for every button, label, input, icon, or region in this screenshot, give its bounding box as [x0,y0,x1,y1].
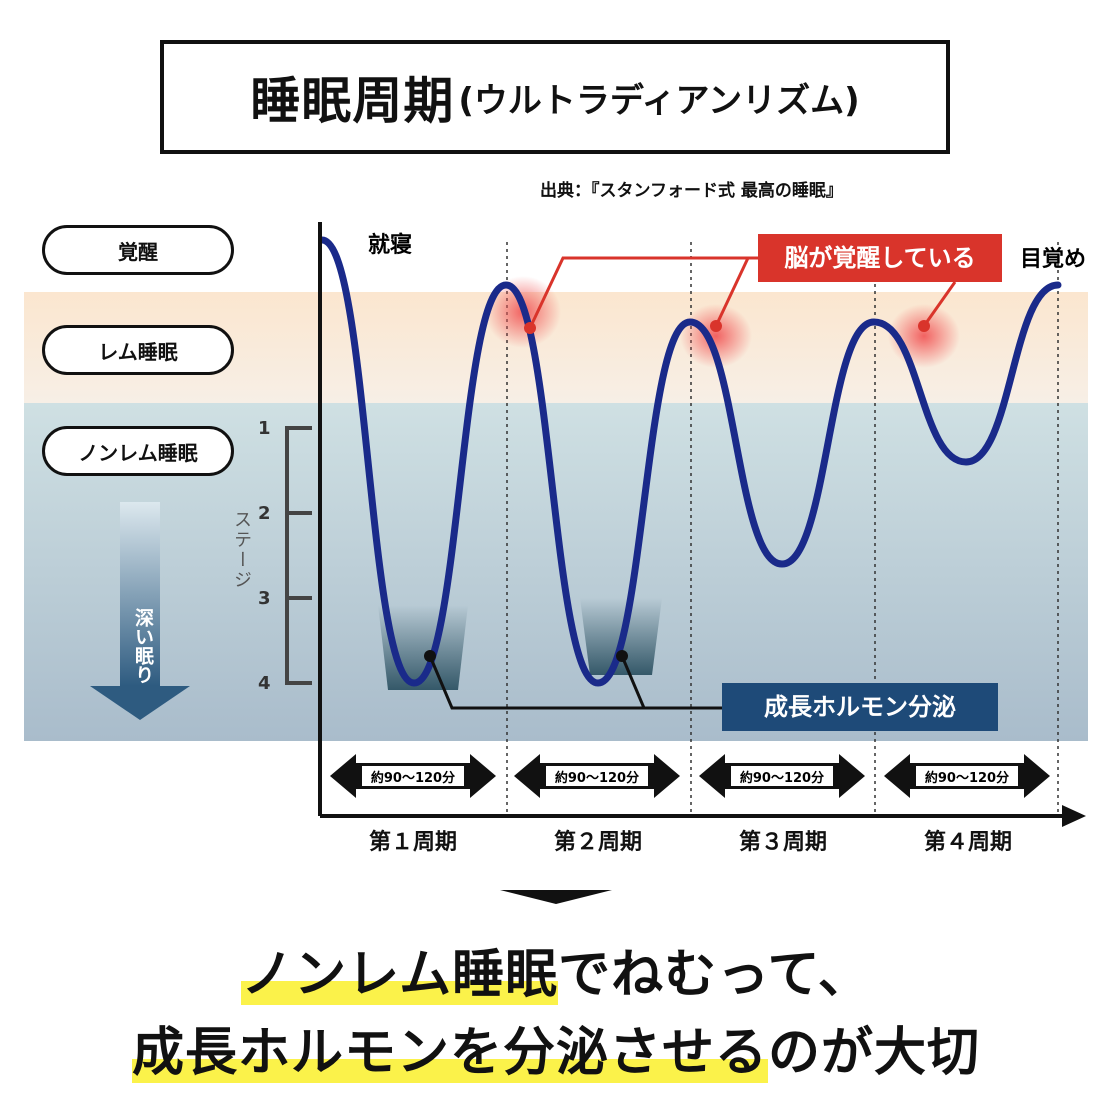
callout-leader-2 [714,257,750,327]
period-label-3: 第３周期 [738,830,828,855]
conclusion-rest-2: のが大切 [768,1023,981,1083]
duration-label-2: 約90〜120分 [555,770,639,786]
conclusion-highlight-1: ノンレム睡眠 [241,945,559,1005]
duration-label-bg-1 [362,766,464,786]
stage-axis-label: ステージ [231,510,252,590]
callout-box [758,234,1002,282]
callout-dot-3 [918,320,930,332]
conclusion-rest-1: でねむって、 [558,945,871,1005]
stage-pill-rem: レム睡眠 [42,325,234,375]
stage-tick-4: 4 [258,673,271,694]
period-label-1: 第１周期 [368,830,458,855]
stage-tick-3: 3 [258,588,271,609]
hormone-dot-2 [616,650,628,662]
callout-leader-3 [922,281,957,327]
x-axis-arrowhead [1062,805,1086,827]
hormone-leader-2 [620,655,646,709]
callout-text: 脳が覚醒している [784,244,975,272]
duration-label-4: 約90〜120分 [925,770,1009,786]
title-sub: (ウルトラディアンリズム) [458,80,860,121]
period-label-2: 第２周期 [553,830,643,855]
period-label-4: 第４周期 [923,830,1013,855]
brain-awake-callout: 脳が覚醒している [524,234,1002,334]
sleep-curve [318,236,1062,687]
title-main: 睡眠周期 [250,72,455,130]
hormone-text: 成長ホルモン分泌 [764,693,956,721]
duration-label-bg-3 [731,766,833,786]
growth-hormone-callout: 成長ホルモン分泌 [424,650,998,731]
title-box: 睡眠周期 (ウルトラディアンリズム) [160,40,950,154]
callout-dot-1 [524,322,536,334]
wake-up-label: 目覚め [1020,246,1086,272]
stage-tick-2: 2 [258,503,271,524]
conclusion-line-2: 成長ホルモンを分泌させるのが大切 [0,1010,1112,1085]
deep-sleep-arrow-head [90,686,190,720]
sleep-onset-label: 就寝 [368,232,412,258]
callout-leader-1 [528,256,760,329]
hormone-box [722,683,998,731]
deep-sleep-label: 深い眠り [132,608,154,684]
conclusion-highlight-2: 成長ホルモンを分泌させる [131,1023,768,1083]
hormone-dot-1 [424,650,436,662]
stage-pill-wake: 覚醒 [42,225,234,275]
duration-label-bg-2 [546,766,648,786]
stage-tick-1: 1 [258,418,271,439]
duration-label-3: 約90〜120分 [740,770,824,786]
stage-bracket [285,426,312,685]
conclusion-line-1: ノンレム睡眠でねむって、 [0,932,1112,1007]
duration-label-bg-4 [916,766,1018,786]
duration-label-1: 約90〜120分 [371,770,455,786]
deep-sleep-arrow-shaft [120,502,160,686]
callout-dot-2 [710,320,722,332]
down-chevron-icon [500,890,612,904]
duration-arrows: 約90〜120分 約90〜120分 約90〜120分 約90〜120分 [330,754,1050,798]
rem-glow-3 [680,304,752,368]
stage-pill-nonrem: ノンレム睡眠 [42,426,234,476]
hormone-leader-1 [428,655,722,710]
source-citation: 出典：『スタンフォード式 最高の睡眠』 [540,181,843,201]
